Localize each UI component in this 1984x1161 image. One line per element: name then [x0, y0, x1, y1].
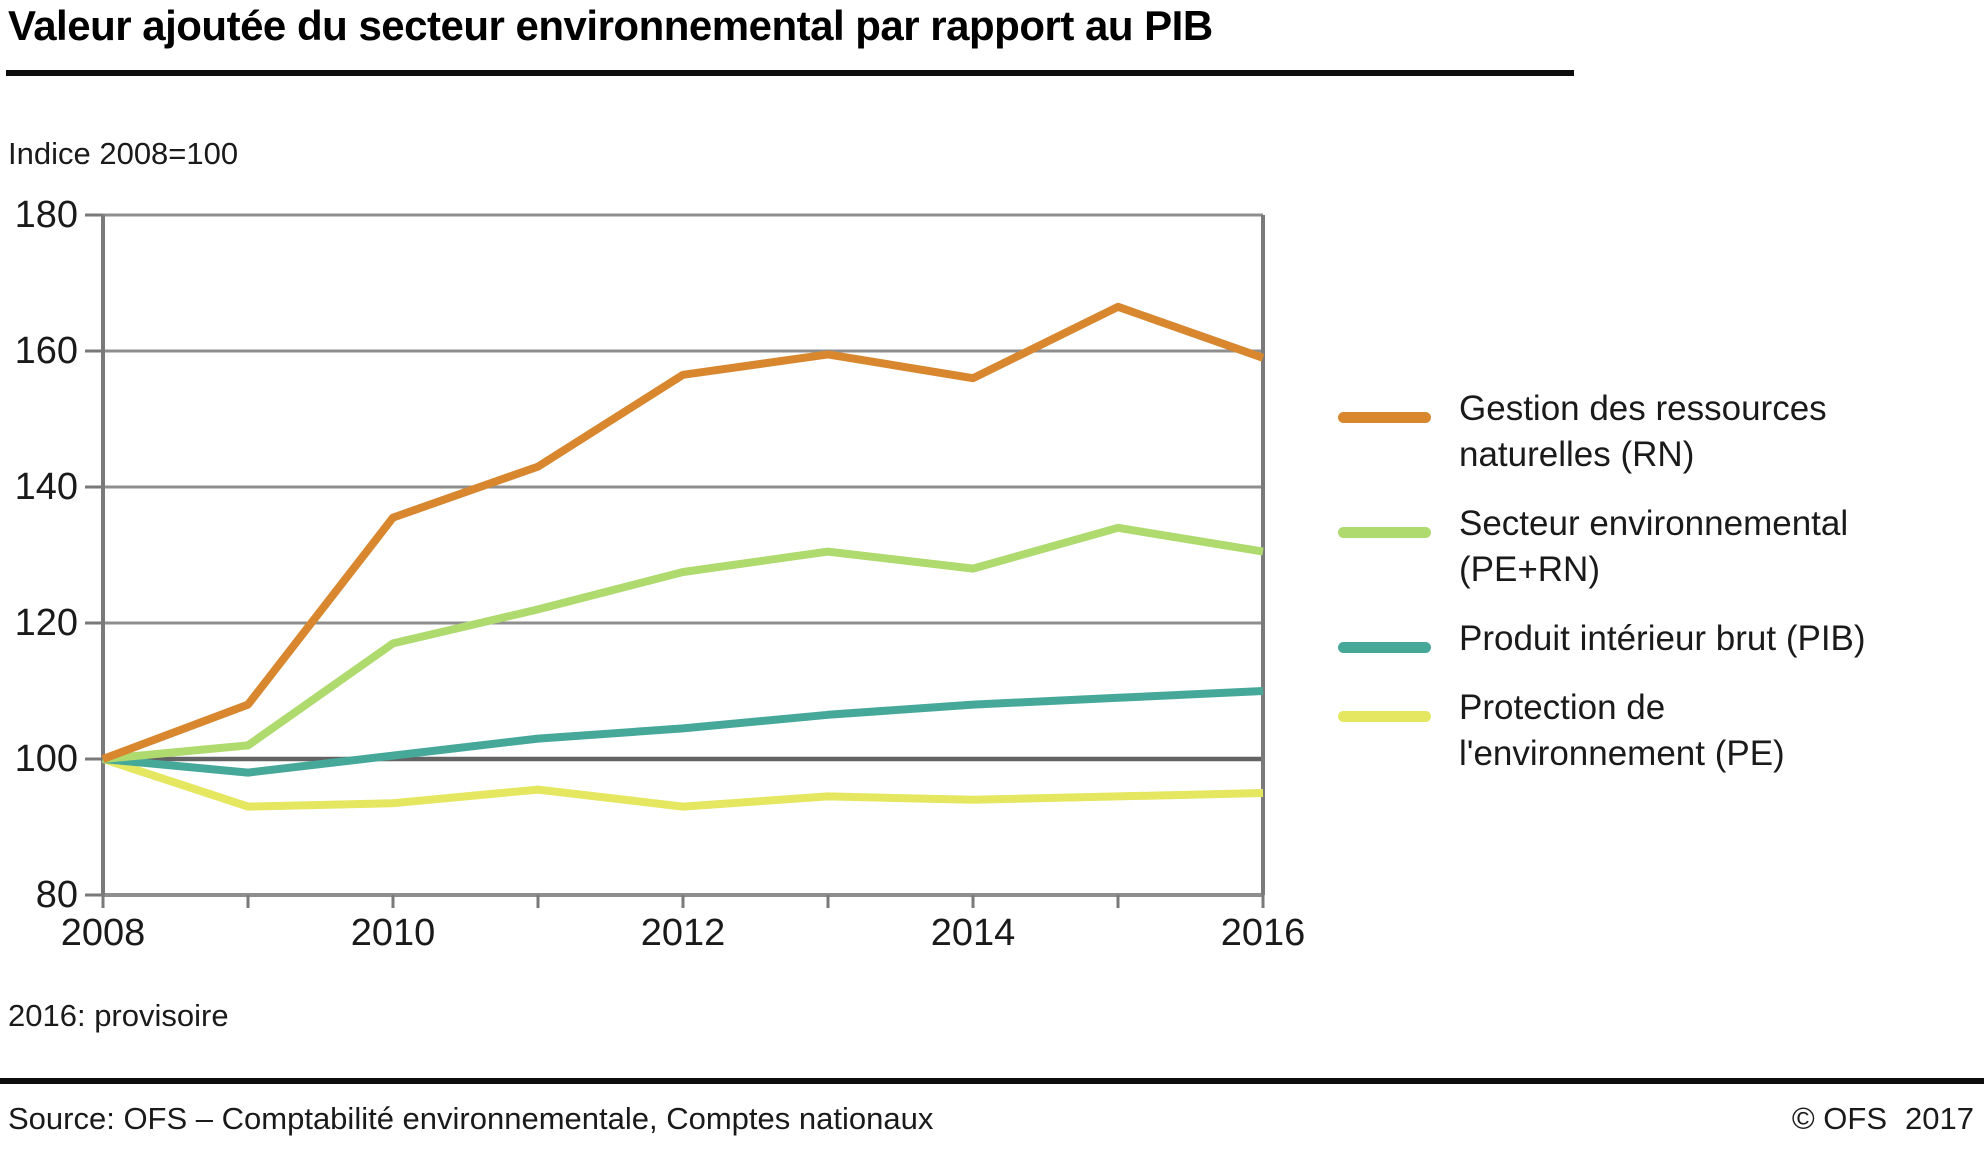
legend-swatch	[1338, 412, 1431, 423]
series-line-gestion-des-ressources-naturelles-rn-	[101, 302, 1265, 763]
y-tick-label-140: 140	[14, 466, 78, 508]
legend-label: Protection de l'environnement (PE)	[1459, 688, 1785, 773]
y-tick-label-180: 180	[14, 194, 78, 236]
copyright-ofs: © OFS	[1791, 1101, 1888, 1136]
x-tick-label-2016: 2016	[1220, 912, 1306, 954]
y-tick-label-80: 80	[35, 874, 78, 916]
copyright-text: © OFS 2017	[1792, 1101, 1974, 1137]
y-tick-label-120: 120	[14, 602, 78, 644]
legend-label: Secteur environnemental (PE+RN)	[1459, 504, 1849, 589]
provisional-note: 2016: provisoire	[8, 998, 229, 1033]
x-tick-label-2008: 2008	[60, 912, 146, 954]
legend: Gestion des ressources naturelles (RN) Se…	[1338, 386, 1898, 800]
line-chart: 180 160 140 120 100 80 2008 2010 2012 2014 2016	[0, 194, 1320, 954]
copyright-year: 2017	[1905, 1101, 1974, 1136]
page-title: Valeur ajoutée du secteur environnementa…	[8, 2, 1213, 49]
legend-label: Produit intérieur brut (PIB)	[1459, 619, 1866, 658]
series-line-secteur-environnemental-pe-rn-	[102, 523, 1264, 763]
source-text: Source: OFS – Comptabilité environnement…	[8, 1101, 934, 1136]
y-tick-label-100: 100	[14, 738, 78, 780]
title-divider-rule	[6, 70, 1574, 76]
legend-swatch	[1338, 527, 1431, 538]
legend-entry: Protection de l'environnement (PE)	[1338, 685, 1898, 777]
footer-divider-rule	[0, 1078, 1984, 1084]
legend-swatch	[1338, 711, 1431, 722]
legend-entry: Gestion des ressources naturelles (RN)	[1338, 386, 1898, 478]
series-line-produit-int-rieur-brut-pib-	[102, 687, 1264, 777]
plot-area	[85, 213, 1265, 908]
y-tick-label-160: 160	[14, 330, 78, 372]
legend-entry: Secteur environnemental (PE+RN)	[1338, 501, 1898, 593]
series-line-protection-de-l-environnement-pe-	[101, 755, 1264, 811]
x-tick-label-2014: 2014	[930, 912, 1016, 954]
legend-swatch	[1338, 642, 1431, 653]
legend-label: Gestion des ressources naturelles (RN)	[1459, 389, 1827, 474]
x-tick-label-2010: 2010	[350, 912, 436, 954]
legend-entry: Produit intérieur brut (PIB)	[1338, 616, 1898, 662]
y-axis-unit-label: Indice 2008=100	[8, 136, 239, 171]
x-tick-label-2012: 2012	[640, 912, 726, 954]
